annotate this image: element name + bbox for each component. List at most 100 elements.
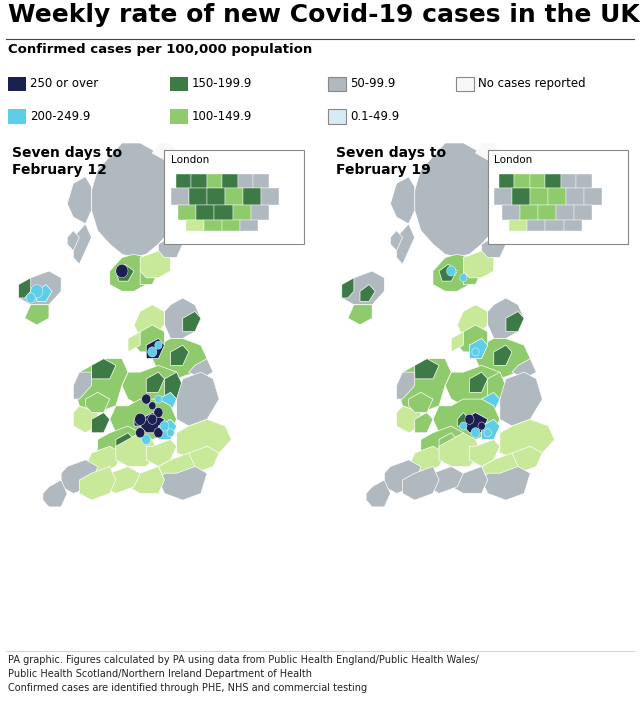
Bar — [222, 174, 237, 188]
Polygon shape — [116, 265, 134, 281]
Polygon shape — [451, 332, 463, 352]
Bar — [509, 219, 527, 231]
Polygon shape — [409, 392, 433, 412]
Bar — [577, 174, 592, 188]
Polygon shape — [390, 176, 415, 224]
Polygon shape — [439, 265, 458, 281]
Polygon shape — [110, 254, 152, 291]
Polygon shape — [415, 412, 433, 433]
Polygon shape — [482, 392, 500, 412]
FancyBboxPatch shape — [170, 109, 188, 123]
Polygon shape — [500, 419, 555, 460]
Circle shape — [155, 341, 162, 349]
Circle shape — [136, 428, 145, 438]
FancyBboxPatch shape — [328, 109, 346, 123]
Text: 50-99.9: 50-99.9 — [350, 77, 396, 90]
Polygon shape — [500, 372, 543, 426]
Text: London: London — [170, 155, 209, 165]
Text: Seven days to
February 12: Seven days to February 12 — [13, 146, 123, 176]
Text: 100-149.9: 100-149.9 — [192, 110, 252, 123]
Text: 200-249.9: 200-249.9 — [30, 110, 90, 123]
Polygon shape — [476, 143, 500, 160]
Polygon shape — [128, 467, 164, 493]
Polygon shape — [134, 325, 164, 352]
Polygon shape — [122, 366, 183, 406]
Bar — [253, 174, 269, 188]
Polygon shape — [152, 143, 177, 160]
Bar — [499, 174, 515, 188]
Circle shape — [471, 428, 480, 438]
Bar — [564, 219, 582, 231]
Bar — [515, 174, 530, 188]
Polygon shape — [140, 251, 170, 277]
Polygon shape — [348, 305, 372, 325]
Polygon shape — [92, 412, 110, 433]
Bar — [207, 188, 225, 205]
Text: 150-199.9: 150-199.9 — [192, 77, 252, 90]
Circle shape — [148, 414, 157, 424]
Bar — [243, 188, 261, 205]
Circle shape — [148, 402, 156, 410]
Polygon shape — [152, 338, 207, 379]
Circle shape — [31, 285, 43, 298]
Circle shape — [154, 407, 163, 417]
Polygon shape — [463, 265, 482, 285]
Polygon shape — [494, 217, 518, 244]
Text: 0.1-49.9: 0.1-49.9 — [350, 110, 399, 123]
Polygon shape — [73, 358, 128, 412]
Bar — [191, 174, 207, 188]
Polygon shape — [397, 358, 451, 412]
Polygon shape — [73, 406, 98, 433]
Bar — [204, 219, 222, 231]
Polygon shape — [342, 277, 354, 298]
FancyBboxPatch shape — [456, 77, 474, 91]
Polygon shape — [67, 231, 79, 251]
Bar — [548, 188, 566, 205]
Polygon shape — [159, 392, 177, 412]
Polygon shape — [458, 412, 470, 426]
Polygon shape — [86, 392, 110, 412]
Polygon shape — [134, 305, 164, 338]
Polygon shape — [482, 237, 506, 257]
Polygon shape — [19, 277, 31, 298]
Polygon shape — [159, 237, 183, 257]
Polygon shape — [390, 231, 403, 251]
Polygon shape — [140, 265, 159, 285]
Polygon shape — [482, 453, 518, 480]
Polygon shape — [463, 251, 494, 277]
Bar — [538, 205, 556, 219]
Polygon shape — [140, 412, 164, 433]
Polygon shape — [433, 254, 476, 291]
Bar — [494, 188, 512, 205]
Bar — [261, 188, 279, 205]
Polygon shape — [427, 467, 463, 493]
FancyBboxPatch shape — [328, 77, 346, 91]
Circle shape — [134, 413, 146, 425]
Polygon shape — [451, 467, 488, 493]
Polygon shape — [147, 440, 177, 467]
Polygon shape — [470, 372, 488, 392]
Circle shape — [465, 414, 474, 424]
Polygon shape — [458, 325, 488, 352]
Polygon shape — [159, 453, 195, 480]
Bar — [556, 205, 574, 219]
Polygon shape — [177, 419, 232, 460]
Bar — [214, 205, 232, 219]
Polygon shape — [110, 399, 177, 440]
Polygon shape — [92, 143, 189, 257]
Polygon shape — [470, 440, 500, 467]
Bar — [527, 219, 545, 231]
Polygon shape — [159, 467, 207, 500]
Text: Weekly rate of new Covid-19 cases in the UK: Weekly rate of new Covid-19 cases in the… — [8, 3, 640, 27]
Bar — [222, 219, 241, 231]
Polygon shape — [397, 224, 415, 265]
Polygon shape — [67, 176, 92, 224]
FancyBboxPatch shape — [8, 109, 26, 123]
Bar — [584, 188, 602, 205]
Polygon shape — [409, 446, 445, 473]
Bar — [574, 205, 592, 219]
Bar — [251, 205, 269, 219]
Polygon shape — [445, 366, 506, 406]
Polygon shape — [397, 372, 415, 399]
Polygon shape — [128, 332, 140, 352]
